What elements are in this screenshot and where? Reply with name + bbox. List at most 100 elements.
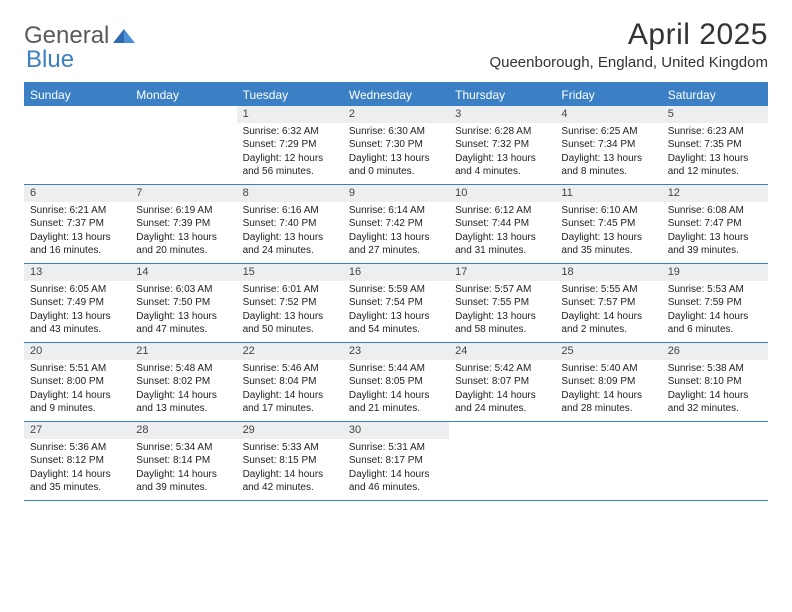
- location-text: Queenborough, England, United Kingdom: [489, 54, 768, 71]
- sunrise-line: Sunrise: 5:44 AM: [349, 362, 443, 376]
- daylight-line: Daylight: 13 hours and 43 minutes.: [30, 310, 124, 337]
- sunrise-line: Sunrise: 5:42 AM: [455, 362, 549, 376]
- daylight-line: Daylight: 14 hours and 13 minutes.: [136, 389, 230, 416]
- weekday-header-row: SundayMondayTuesdayWednesdayThursdayFrid…: [24, 84, 768, 106]
- day-cell: 18Sunrise: 5:55 AMSunset: 7:57 PMDayligh…: [555, 264, 661, 342]
- day-body: Sunrise: 6:28 AMSunset: 7:32 PMDaylight:…: [449, 123, 555, 183]
- sunrise-line: Sunrise: 6:25 AM: [561, 125, 655, 139]
- daylight-line: Daylight: 13 hours and 47 minutes.: [136, 310, 230, 337]
- logo-word-1: General: [24, 22, 109, 49]
- day-number: 2: [343, 106, 449, 123]
- week-row: 27Sunrise: 5:36 AMSunset: 8:12 PMDayligh…: [24, 422, 768, 501]
- day-body: Sunrise: 6:16 AMSunset: 7:40 PMDaylight:…: [237, 202, 343, 262]
- day-cell: 2Sunrise: 6:30 AMSunset: 7:30 PMDaylight…: [343, 106, 449, 184]
- daylight-line: Daylight: 14 hours and 32 minutes.: [668, 389, 762, 416]
- daylight-line: Daylight: 14 hours and 17 minutes.: [243, 389, 337, 416]
- day-body: Sunrise: 6:32 AMSunset: 7:29 PMDaylight:…: [237, 123, 343, 183]
- logo: General Blue: [24, 18, 135, 72]
- day-number: 23: [343, 343, 449, 360]
- day-cell: 20Sunrise: 5:51 AMSunset: 8:00 PMDayligh…: [24, 343, 130, 421]
- daylight-line: Daylight: 13 hours and 12 minutes.: [668, 152, 762, 179]
- daylight-line: Daylight: 13 hours and 50 minutes.: [243, 310, 337, 337]
- sunrise-line: Sunrise: 5:46 AM: [243, 362, 337, 376]
- day-body: Sunrise: 6:21 AMSunset: 7:37 PMDaylight:…: [24, 202, 130, 262]
- sunset-line: Sunset: 8:10 PM: [668, 375, 762, 389]
- daylight-line: Daylight: 14 hours and 24 minutes.: [455, 389, 549, 416]
- sunset-line: Sunset: 7:34 PM: [561, 138, 655, 152]
- day-body: Sunrise: 6:12 AMSunset: 7:44 PMDaylight:…: [449, 202, 555, 262]
- sunrise-line: Sunrise: 5:59 AM: [349, 283, 443, 297]
- day-body: Sunrise: 5:34 AMSunset: 8:14 PMDaylight:…: [130, 439, 236, 499]
- daylight-line: Daylight: 13 hours and 4 minutes.: [455, 152, 549, 179]
- sunrise-line: Sunrise: 6:23 AM: [668, 125, 762, 139]
- day-body: Sunrise: 6:01 AMSunset: 7:52 PMDaylight:…: [237, 281, 343, 341]
- sunrise-line: Sunrise: 6:03 AM: [136, 283, 230, 297]
- day-cell: 7Sunrise: 6:19 AMSunset: 7:39 PMDaylight…: [130, 185, 236, 263]
- sunrise-line: Sunrise: 5:57 AM: [455, 283, 549, 297]
- sunset-line: Sunset: 7:45 PM: [561, 217, 655, 231]
- day-cell: 19Sunrise: 5:53 AMSunset: 7:59 PMDayligh…: [662, 264, 768, 342]
- daylight-line: Daylight: 13 hours and 31 minutes.: [455, 231, 549, 258]
- day-number: 14: [130, 264, 236, 281]
- day-body: Sunrise: 6:05 AMSunset: 7:49 PMDaylight:…: [24, 281, 130, 341]
- weekday-header: Saturday: [662, 84, 768, 106]
- day-number: 16: [343, 264, 449, 281]
- day-cell: 5 Sunrise: 6:23 AMSunset: 7:35 PMDaylight…: [662, 106, 768, 184]
- day-body: Sunrise: 6:10 AMSunset: 7:45 PMDaylight:…: [555, 202, 661, 262]
- daylight-line: Daylight: 14 hours and 9 minutes.: [30, 389, 124, 416]
- day-body: Sunrise: 6:30 AMSunset: 7:30 PMDaylight:…: [343, 123, 449, 183]
- daylight-line: Daylight: 13 hours and 20 minutes.: [136, 231, 230, 258]
- day-number: 22: [237, 343, 343, 360]
- sunset-line: Sunset: 7:55 PM: [455, 296, 549, 310]
- day-number: 5: [662, 106, 768, 123]
- day-cell: 25Sunrise: 5:40 AMSunset: 8:09 PMDayligh…: [555, 343, 661, 421]
- daylight-line: Daylight: 14 hours and 6 minutes.: [668, 310, 762, 337]
- daylight-line: Daylight: 14 hours and 2 minutes.: [561, 310, 655, 337]
- day-cell: 12Sunrise: 6:08 AMSunset: 7:47 PMDayligh…: [662, 185, 768, 263]
- day-cell: 6Sunrise: 6:21 AMSunset: 7:37 PMDaylight…: [24, 185, 130, 263]
- title-block: April 2025 Queenborough, England, United…: [489, 18, 768, 71]
- daylight-line: Daylight: 13 hours and 24 minutes.: [243, 231, 337, 258]
- sunset-line: Sunset: 8:04 PM: [243, 375, 337, 389]
- sunrise-line: Sunrise: 5:48 AM: [136, 362, 230, 376]
- daylight-line: Daylight: 13 hours and 54 minutes.: [349, 310, 443, 337]
- day-body: Sunrise: 5:33 AMSunset: 8:15 PMDaylight:…: [237, 439, 343, 499]
- sunset-line: Sunset: 7:49 PM: [30, 296, 124, 310]
- day-body: Sunrise: 5:51 AMSunset: 8:00 PMDaylight:…: [24, 360, 130, 420]
- day-cell: 22 Sunrise: 5:46 AMSunset: 8:04 PMDayligh…: [237, 343, 343, 421]
- day-number: 6: [24, 185, 130, 202]
- sunset-line: Sunset: 8:15 PM: [243, 454, 337, 468]
- day-cell: 9Sunrise: 6:14 AMSunset: 7:42 PMDaylight…: [343, 185, 449, 263]
- day-cell: 26Sunrise: 5:38 AMSunset: 8:10 PMDayligh…: [662, 343, 768, 421]
- weekday-header: Wednesday: [343, 84, 449, 106]
- day-body: Sunrise: 5:40 AMSunset: 8:09 PMDaylight:…: [555, 360, 661, 420]
- sunset-line: Sunset: 7:35 PM: [668, 138, 762, 152]
- logo-word-2: Blue: [26, 46, 74, 73]
- sunset-line: Sunset: 7:44 PM: [455, 217, 549, 231]
- day-number: 9: [343, 185, 449, 202]
- day-number: 25: [555, 343, 661, 360]
- day-number: 18: [555, 264, 661, 281]
- day-number: 12: [662, 185, 768, 202]
- sunset-line: Sunset: 7:30 PM: [349, 138, 443, 152]
- day-body: Sunrise: 5:31 AMSunset: 8:17 PMDaylight:…: [343, 439, 449, 499]
- daylight-line: Daylight: 14 hours and 39 minutes.: [136, 468, 230, 495]
- sunrise-line: Sunrise: 5:55 AM: [561, 283, 655, 297]
- weekday-header: Thursday: [449, 84, 555, 106]
- day-cell: 13Sunrise: 6:05 AMSunset: 7:49 PMDayligh…: [24, 264, 130, 342]
- day-cell: [662, 422, 768, 500]
- header: General Blue April 2025 Queenborough, En…: [24, 18, 768, 72]
- sunrise-line: Sunrise: 6:12 AM: [455, 204, 549, 218]
- day-number: 10: [449, 185, 555, 202]
- day-body: Sunrise: 5:55 AMSunset: 7:57 PMDaylight:…: [555, 281, 661, 341]
- sunset-line: Sunset: 8:12 PM: [30, 454, 124, 468]
- daylight-line: Daylight: 13 hours and 35 minutes.: [561, 231, 655, 258]
- sunset-line: Sunset: 8:07 PM: [455, 375, 549, 389]
- daylight-line: Daylight: 14 hours and 42 minutes.: [243, 468, 337, 495]
- sunrise-line: Sunrise: 6:32 AM: [243, 125, 337, 139]
- day-body: Sunrise: 6:08 AMSunset: 7:47 PMDaylight:…: [662, 202, 768, 262]
- sunrise-line: Sunrise: 6:14 AM: [349, 204, 443, 218]
- weeks-container: 1Sunrise: 6:32 AMSunset: 7:29 PMDaylight…: [24, 106, 768, 501]
- day-cell: 23Sunrise: 5:44 AMSunset: 8:05 PMDayligh…: [343, 343, 449, 421]
- sunrise-line: Sunrise: 5:51 AM: [30, 362, 124, 376]
